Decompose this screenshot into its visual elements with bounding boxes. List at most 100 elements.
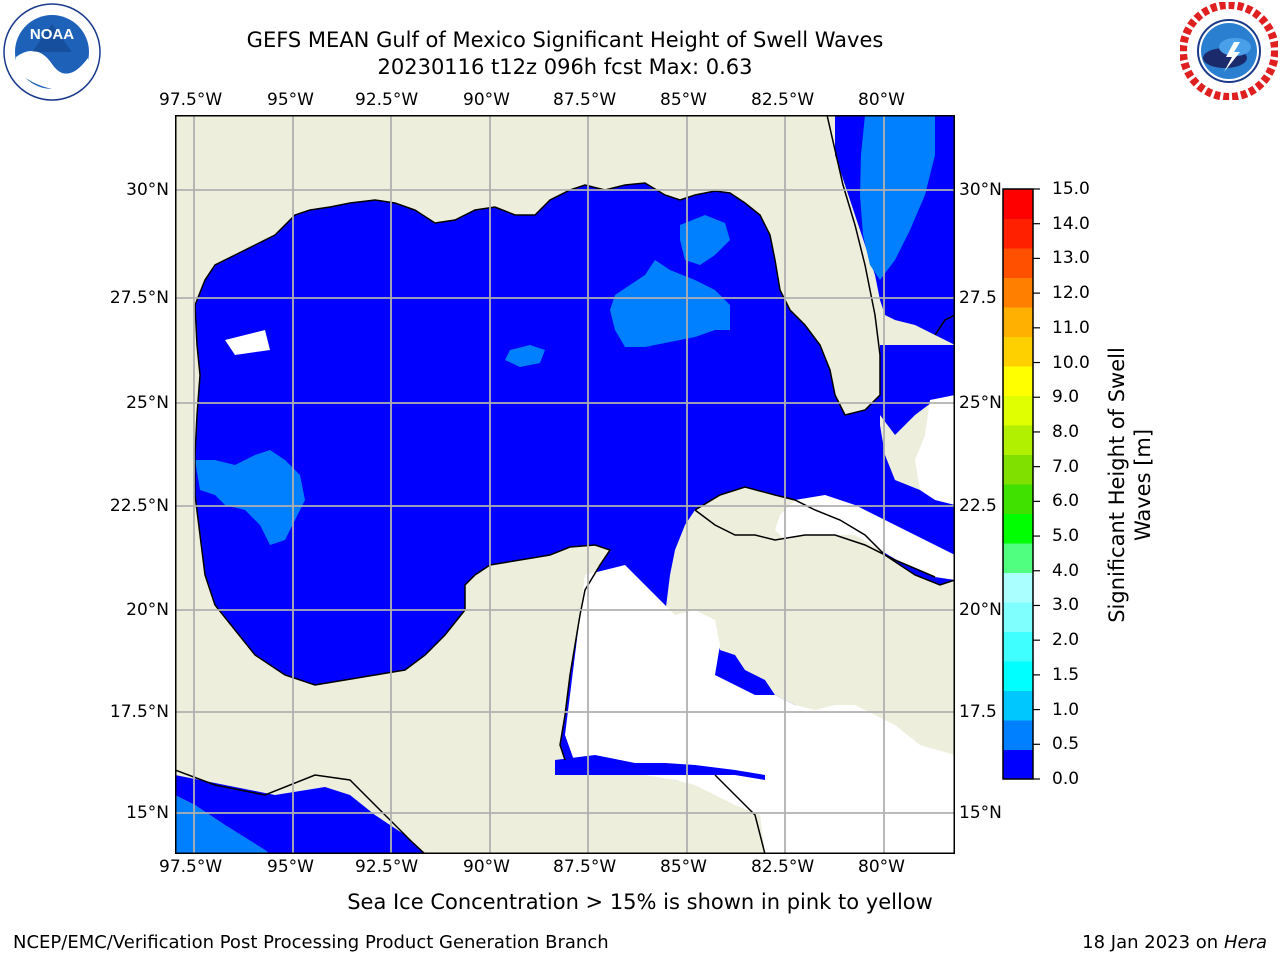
lon-label-bottom: 80°W <box>858 857 905 877</box>
colorbar-tick-label: 9.0 <box>1052 387 1080 408</box>
chart-title: GEFS MEAN Gulf of Mexico Significant Hei… <box>246 28 884 52</box>
lat-label-right: 20°N <box>959 600 1002 620</box>
swell-zone-mid <box>610 260 730 347</box>
colorbar-tick-label: 2.0 <box>1052 630 1080 651</box>
colorbar-tick-label: 6.0 <box>1052 491 1080 512</box>
colorbar-band <box>1003 543 1033 573</box>
colorbar-band <box>1003 395 1033 426</box>
colorbar-tick-label: 11.0 <box>1052 317 1090 338</box>
footer-date: 18 Jan 2023 on <box>1082 932 1224 953</box>
lat-label-left: 25°N <box>126 393 169 413</box>
footer-left: NCEP/EMC/Verification Post Processing Pr… <box>13 932 609 953</box>
colorbar-band <box>1003 189 1033 219</box>
lon-label-bottom: 90°W <box>463 857 510 877</box>
swell-zone-mid <box>680 215 730 265</box>
lat-label-right: 25°N <box>959 393 1002 413</box>
caribbean-south-band <box>555 755 765 780</box>
sea-ice-caption: Sea Ice Concentration > 15% is shown in … <box>347 890 933 914</box>
nodata-bahamas <box>915 395 955 505</box>
lat-label-right: 30°N <box>959 180 1002 200</box>
swell-zone-mid <box>195 450 305 545</box>
colorbar-tick-label: 10.0 <box>1052 352 1090 373</box>
gulf-map <box>175 115 955 854</box>
lon-label-bottom: 82.5°W <box>751 857 815 877</box>
colorbar-band <box>1003 366 1033 396</box>
colorbar-band <box>1003 454 1033 485</box>
swell-zone-mid <box>505 345 545 367</box>
nws-logo <box>1180 2 1278 100</box>
lon-label-top: 85°W <box>660 90 707 110</box>
noaa-logo: NOAA <box>3 3 101 101</box>
lat-label-right: 22.5 <box>959 496 997 516</box>
colorbar-band <box>1003 631 1033 662</box>
colorbar-band <box>1003 336 1033 367</box>
lat-label-left: 22.5°N <box>109 496 169 516</box>
colorbar-band <box>1003 690 1033 721</box>
colorbar-tick-label: 3.0 <box>1052 595 1080 616</box>
colorbar-band <box>1003 484 1033 514</box>
footer-host: Hera <box>1223 932 1267 953</box>
colorbar-band <box>1003 425 1033 455</box>
lat-label-left: 15°N <box>126 803 169 823</box>
atlantic-water-mid <box>880 345 955 435</box>
colorbar-tick-label: 14.0 <box>1052 213 1090 234</box>
colorbar-band <box>1003 749 1033 780</box>
colorbar-tick-label: 12.0 <box>1052 283 1090 304</box>
colorbar-band <box>1003 602 1033 632</box>
lon-label-top: 80°W <box>858 90 905 110</box>
colorbar-tick-label: 0.5 <box>1052 734 1080 755</box>
lat-label-left: 20°N <box>126 600 169 620</box>
colorbar-tick-label: 0.0 <box>1052 769 1080 789</box>
colorbar-title: Significant Height of Swell Waves [m] <box>1104 347 1156 623</box>
colorbar-tick-label: 1.0 <box>1052 699 1080 720</box>
colorbar-tick-label: 7.0 <box>1052 456 1080 477</box>
colorbar-band <box>1003 572 1033 603</box>
colorbar-tick-label: 15.0 <box>1052 179 1090 199</box>
coastlines <box>175 115 955 854</box>
colorbar-tick-label: 5.0 <box>1052 526 1080 547</box>
caribbean-sw-water <box>175 775 425 854</box>
lat-label-right: 17.5 <box>959 702 997 722</box>
lon-label-top: 90°W <box>463 90 510 110</box>
colorbar-band <box>1003 277 1033 308</box>
lat-label-left: 30°N <box>126 180 169 200</box>
lon-label-bottom: 97.5°W <box>159 857 223 877</box>
map-frame <box>175 115 955 854</box>
lon-label-top: 92.5°W <box>355 90 419 110</box>
lon-label-top: 82.5°W <box>751 90 815 110</box>
lon-label-bottom: 87.5°W <box>553 857 617 877</box>
lat-label-left: 17.5°N <box>109 702 169 722</box>
colorbar-title-line1: Significant Height of Swell <box>1105 347 1129 623</box>
lon-label-top: 87.5°W <box>553 90 617 110</box>
lat-label-right: 27.5 <box>959 288 997 308</box>
gulf-water <box>195 183 955 854</box>
colorbar-band <box>1003 307 1033 337</box>
lon-label-bottom: 92.5°W <box>355 857 419 877</box>
svg-text:NOAA: NOAA <box>30 26 74 43</box>
colorbar-tick-label: 8.0 <box>1052 421 1080 442</box>
lon-label-bottom: 85°W <box>660 857 707 877</box>
lon-label-top: 97.5°W <box>159 90 223 110</box>
gridlines <box>175 115 955 854</box>
swell-zone-mid <box>175 795 270 854</box>
colorbar-tick-label: 13.0 <box>1052 248 1090 269</box>
lon-label-bottom: 95°W <box>267 857 314 877</box>
colorbar-band <box>1003 218 1033 249</box>
lat-label-right: 15°N <box>959 803 1002 823</box>
colorbar-title-line2: Waves [m] <box>1131 428 1155 542</box>
colorbar-band <box>1003 513 1033 544</box>
nodata-cuba <box>775 495 955 580</box>
chart-subtitle: 20230116 t12z 096h fcst Max: 0.63 <box>377 55 753 79</box>
footer-right: 18 Jan 2023 on Hera <box>1082 932 1267 953</box>
colorbar-tick-label: 4.0 <box>1052 560 1080 581</box>
nodata-area <box>565 565 955 854</box>
colorbar <box>1002 188 1040 780</box>
colorbar-band <box>1003 661 1033 691</box>
colorbar-band <box>1003 248 1033 278</box>
colorbar-band <box>1003 720 1033 750</box>
nodata-small <box>225 330 270 355</box>
swell-zone-mid <box>860 115 935 280</box>
colorbar-tick-label: 1.5 <box>1052 664 1080 685</box>
lat-label-left: 27.5°N <box>109 288 169 308</box>
lon-label-top: 95°W <box>267 90 314 110</box>
